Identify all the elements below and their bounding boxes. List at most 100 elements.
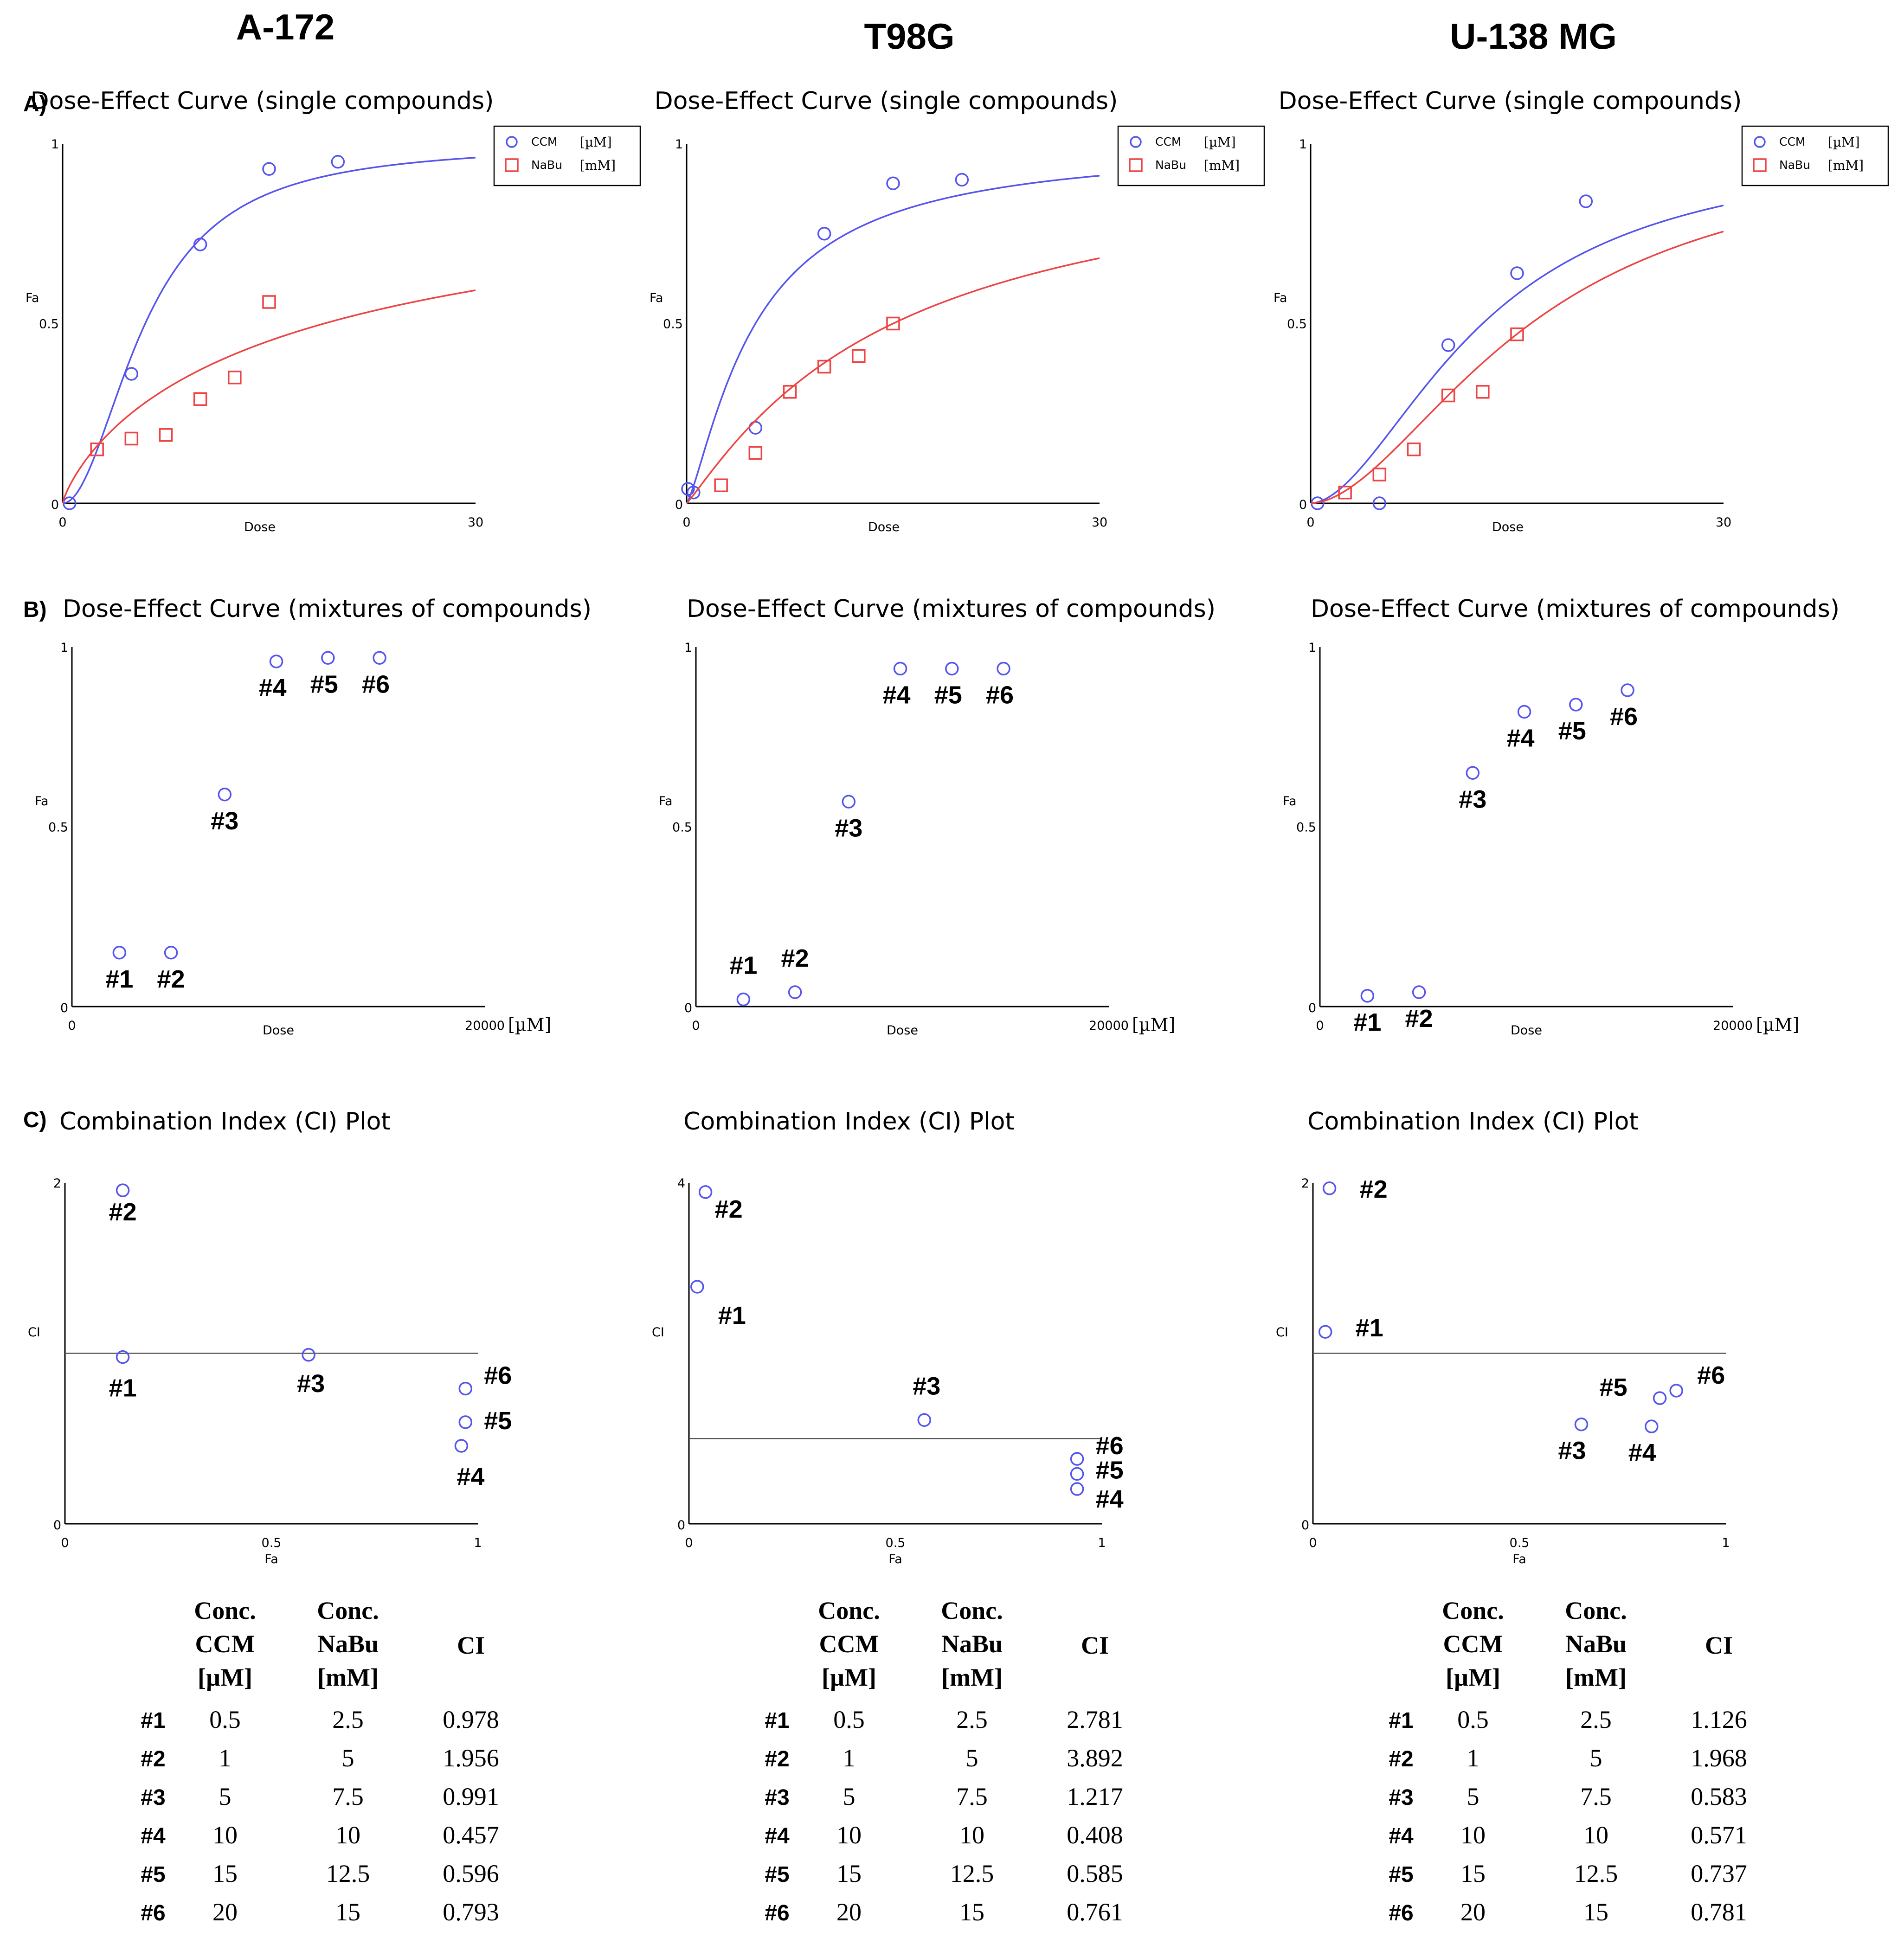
point-label: #5 <box>1558 717 1586 745</box>
table-header: NaBu <box>317 1630 379 1658</box>
table-cell: 10 <box>959 1821 984 1849</box>
table-cell: 2.5 <box>956 1706 988 1733</box>
data-point-nabu <box>193 392 207 406</box>
panel-c: Combination Index (CI) Plot 0 4 0 0.5 1 Fa CI #1… <box>652 1108 1124 1566</box>
table-cell: 1.968 <box>1691 1744 1747 1772</box>
data-point-nabu <box>1338 486 1352 500</box>
ci-table: Conc. CCM [µM] Conc. NaBu [mM] CI #1 0.5 2.5 1.126… <box>1389 1597 1747 1926</box>
table-cell: 5 <box>966 1744 978 1772</box>
point-label: #1 <box>109 1374 137 1402</box>
y-tick-label: 0 <box>53 1518 61 1533</box>
data-point-nabu <box>159 428 173 442</box>
table-row-id: #3 <box>141 1785 165 1810</box>
panel-a-title: Dose-Effect Curve (single compounds) <box>31 87 494 115</box>
legend-unit: [µM] <box>580 135 612 150</box>
table-cell: 1.217 <box>1067 1783 1123 1810</box>
data-point-ccm <box>748 421 763 435</box>
x-tick-label: 0 <box>1316 1019 1324 1033</box>
x-tick-label: 30 <box>1092 515 1107 530</box>
legend-box <box>1741 125 1889 186</box>
panel-b-title: Dose-Effect Curve (mixtures of compounds… <box>687 595 1216 623</box>
data-point-ccm <box>63 496 77 510</box>
y-tick-label: 1 <box>675 137 683 152</box>
point-label: #4 <box>457 1463 484 1491</box>
point-label: #6 <box>1697 1361 1725 1389</box>
table-header: NaBu <box>941 1630 1003 1658</box>
legend-unit: [mM] <box>1204 158 1240 173</box>
ci-point <box>698 1185 713 1199</box>
point-label: #6 <box>484 1362 512 1390</box>
table-cell: 10 <box>1583 1821 1608 1849</box>
mixture-point <box>321 651 335 665</box>
ci-point <box>458 1381 473 1396</box>
data-point-ccm <box>1579 194 1593 208</box>
table-row-id: #6 <box>1389 1901 1413 1925</box>
ci-point <box>458 1415 473 1429</box>
y-axis-label: Fa <box>26 291 39 305</box>
y-axis-label: CI <box>652 1325 664 1340</box>
point-label: #3 <box>835 814 862 842</box>
panel-b-title: Dose-Effect Curve (mixtures of compounds… <box>1311 595 1840 623</box>
table-row-id: #4 <box>141 1824 166 1848</box>
y-axis-label: CI <box>1276 1325 1288 1340</box>
fit-curve-ccm <box>62 157 476 504</box>
mixture-point <box>893 661 907 676</box>
legend-label: CCM <box>1155 135 1181 148</box>
ci-point <box>1070 1467 1084 1481</box>
y-axis-label: Fa <box>1283 794 1297 809</box>
x-axis-label: Dose <box>868 520 900 534</box>
table-row-id: #3 <box>765 1785 789 1810</box>
x-tick-label: 20000 <box>1713 1019 1753 1033</box>
fit-curve-nabu <box>62 289 476 504</box>
table-header: CCM <box>819 1630 879 1658</box>
table-cell: 5 <box>219 1783 232 1810</box>
table-header: [µM] <box>1446 1663 1500 1691</box>
point-label: #5 <box>1600 1373 1627 1401</box>
panel-b: Dose-Effect Curve (mixtures of compounds… <box>1283 595 1840 1038</box>
legend-unit: [µM] <box>1204 135 1236 150</box>
cell-line-title: T98G <box>864 16 954 57</box>
table-cell: 0.5 <box>1457 1706 1489 1733</box>
table-cell: 20 <box>1460 1898 1486 1926</box>
data-point-nabu <box>748 446 763 460</box>
table-header: Conc. <box>1565 1597 1627 1624</box>
table-cell: 20 <box>836 1898 862 1926</box>
legend-label: NaBu <box>531 158 562 172</box>
mixture-point <box>1621 683 1634 697</box>
panel-a-title: Dose-Effect Curve (single compounds) <box>1279 87 1742 115</box>
fit-curve-ccm <box>686 175 1100 504</box>
table-row-id: #2 <box>1389 1747 1413 1771</box>
legend-marker-nabu <box>1129 158 1143 172</box>
table-cell: 0.737 <box>1691 1860 1747 1887</box>
y-tick-label: 0.5 <box>48 821 68 835</box>
table-header: [mM] <box>317 1663 379 1691</box>
mixture-point <box>1569 698 1583 712</box>
point-label: #2 <box>715 1195 743 1223</box>
table-cell: 1.956 <box>443 1744 499 1772</box>
table-cell: 10 <box>212 1821 238 1849</box>
table-row-id: #5 <box>1389 1862 1413 1887</box>
table-header: CCM <box>1443 1630 1503 1658</box>
panel-c-label: C) <box>23 1108 47 1132</box>
x-tick-label: 30 <box>1716 515 1731 530</box>
ci-point <box>454 1439 469 1453</box>
table-row-id: #2 <box>141 1747 165 1771</box>
table-cell: 0.793 <box>443 1898 499 1926</box>
ci-point <box>1653 1391 1667 1405</box>
table-cell: 0.583 <box>1691 1783 1747 1810</box>
legend-marker-nabu <box>505 158 519 172</box>
point-label: #1 <box>1353 1008 1381 1036</box>
mixture-point <box>218 788 232 802</box>
table-cell: 7.5 <box>332 1783 364 1810</box>
point-label: #4 <box>1507 725 1535 752</box>
x-axis-label: Fa <box>888 1552 902 1566</box>
ci-point <box>302 1348 315 1362</box>
table-header: [mM] <box>1565 1663 1627 1691</box>
fit-curve-ccm <box>1310 205 1724 504</box>
data-point-ccm <box>124 367 139 381</box>
table-cell: 7.5 <box>1580 1783 1612 1810</box>
mixture-point <box>164 946 178 960</box>
ci-point <box>1070 1452 1084 1466</box>
y-tick-label: 1 <box>1299 137 1307 152</box>
